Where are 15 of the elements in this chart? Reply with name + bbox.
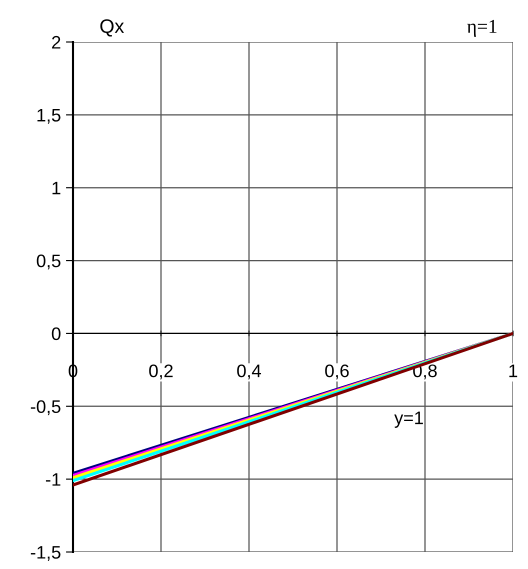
y-tick-label: 1 (52, 182, 60, 194)
x-tick-label: 1 (509, 364, 518, 378)
y-tick-label: 0 (52, 327, 60, 340)
y-tick-label: 1,5 (37, 108, 60, 124)
x-tick-label: 0,4 (237, 364, 262, 380)
y-tick-label: -1 (46, 473, 60, 486)
annotation: y=1 (394, 412, 423, 428)
x-tick-label: 0,2 (149, 364, 173, 380)
y-tick-label: -0,5 (30, 400, 60, 416)
y-tick-label: -1,5 (30, 546, 60, 561)
y-tick-label: 2 (52, 36, 60, 49)
x-tick-label: 0,6 (325, 364, 349, 380)
y-axis-title: Qx (100, 19, 124, 37)
chart-title: η=1 (467, 20, 496, 37)
y-tick-label: 0,5 (36, 254, 60, 270)
